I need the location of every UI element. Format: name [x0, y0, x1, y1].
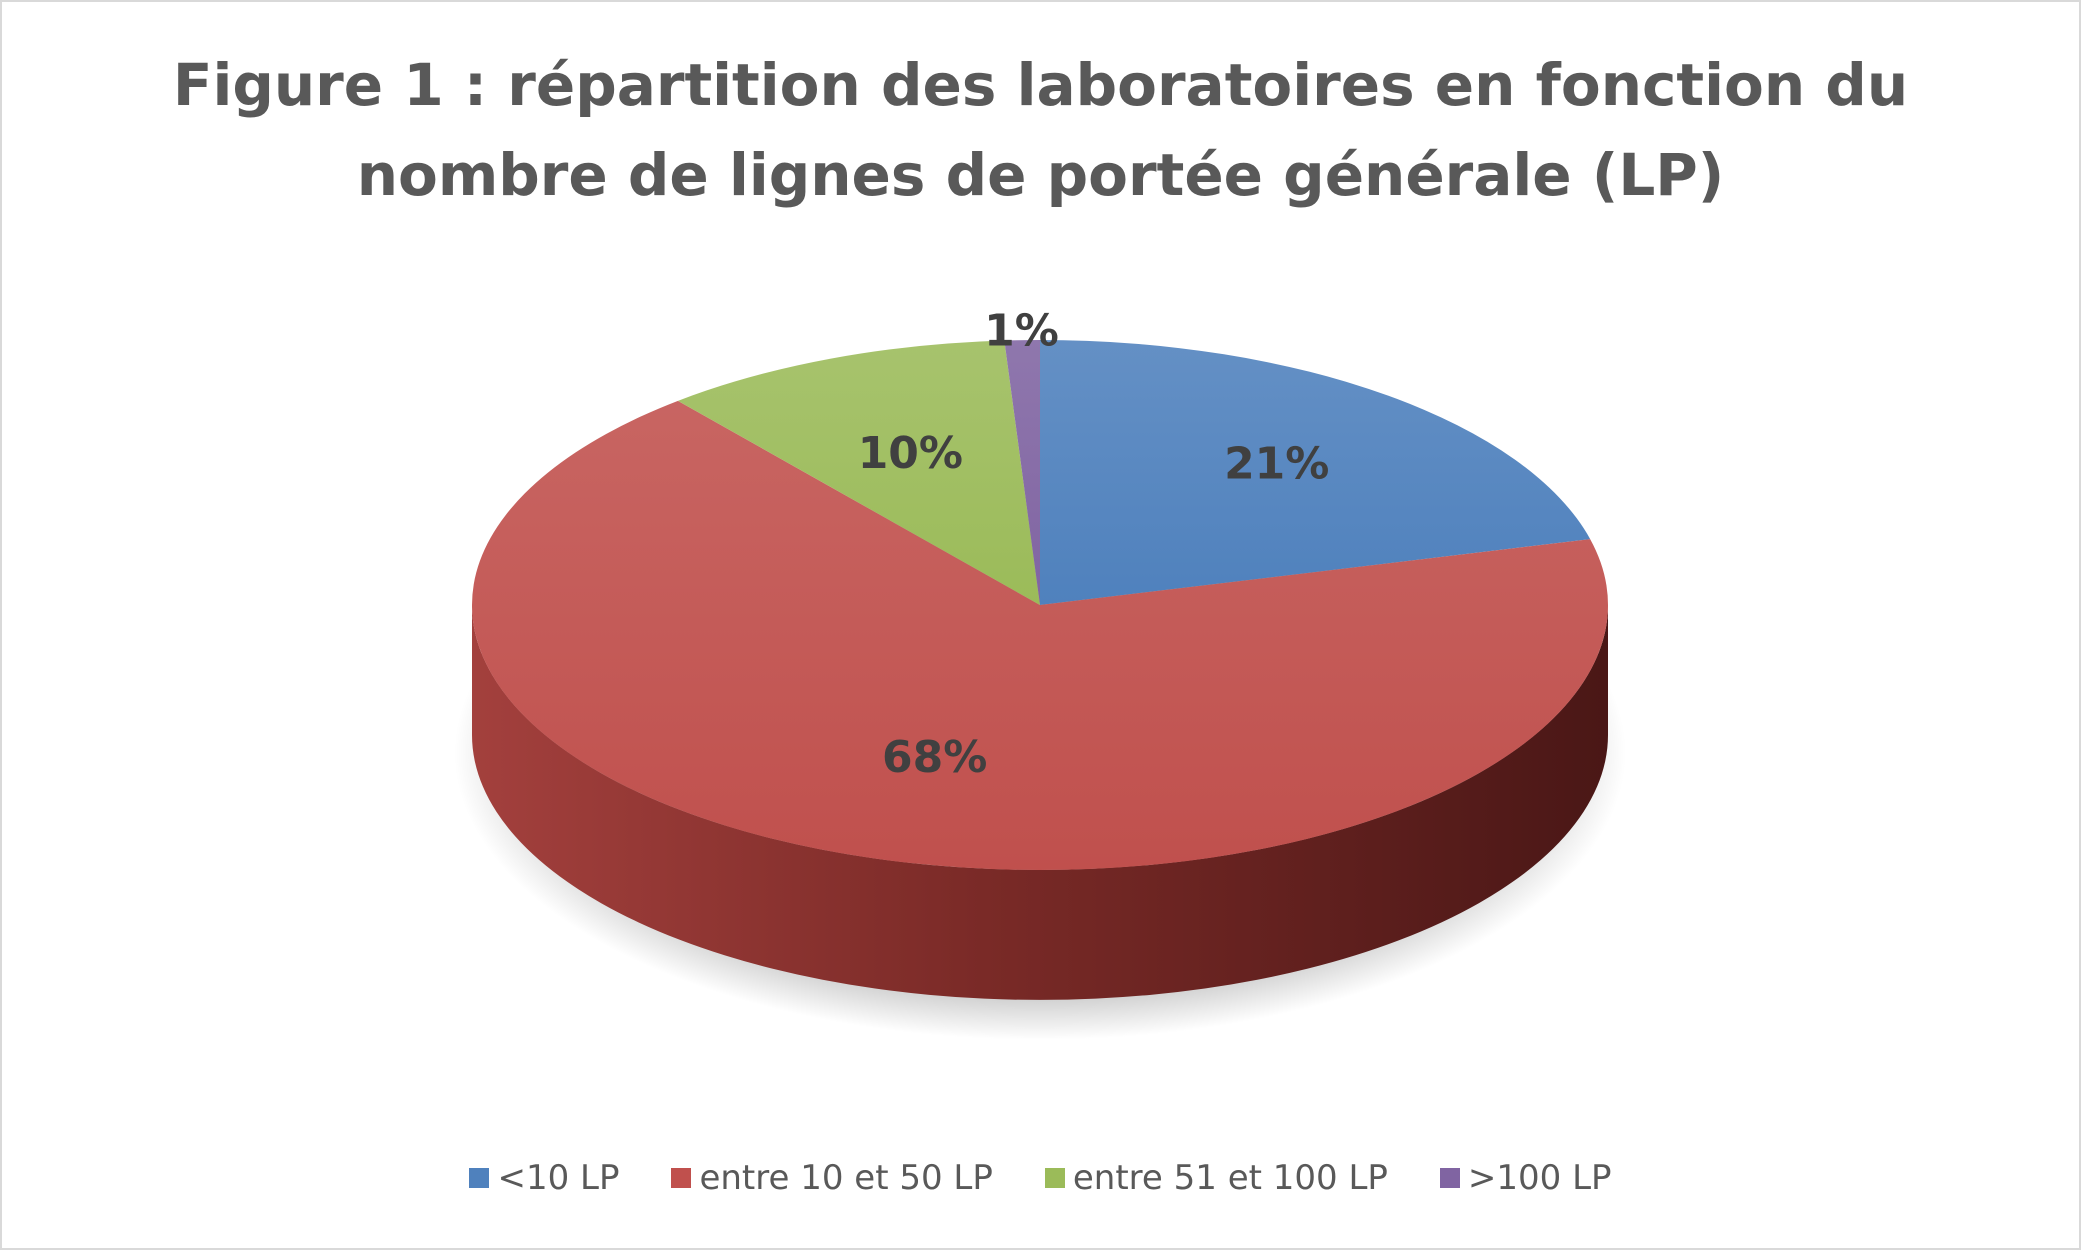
chart-title-line-2: nombre de lignes de portée générale (LP)	[356, 141, 1725, 209]
legend-item-gt100: >100 LP	[1439, 1158, 1612, 1198]
legend-label-lt10: <10 LP	[497, 1158, 620, 1198]
data-label-lt10: 21%	[1224, 439, 1329, 490]
pie-slice-10-50	[472, 400, 1609, 870]
legend-item-51-100: entre 51 et 100 LP	[1044, 1158, 1388, 1198]
pie-layer: 21% 68% 10% 1%	[454, 306, 1626, 1040]
pie-side-wall	[472, 605, 1608, 1000]
legend-swatch-lt10	[469, 1168, 490, 1188]
pie-slice-gt100	[1004, 340, 1040, 605]
legend-label-gt100: >100 LP	[1467, 1158, 1612, 1198]
legend-item-lt10: <10 LP	[469, 1158, 619, 1198]
legend: <10 LP entre 10 et 50 LP entre 51 et 100…	[0, 1158, 2081, 1198]
legend-swatch-10-50	[671, 1168, 692, 1188]
chart-title-line-1: Figure 1 : répartition des laboratoires …	[172, 51, 1909, 119]
chart-title: Figure 1 : répartition des laboratoires …	[0, 40, 2081, 220]
pie-slice-51-100	[677, 340, 1040, 605]
data-label-10-50: 68%	[882, 732, 987, 783]
legend-label-51-100: entre 51 et 100 LP	[1072, 1158, 1388, 1198]
data-label-51-100: 10%	[858, 428, 963, 479]
legend-item-10-50: entre 10 et 50 LP	[671, 1158, 993, 1198]
pie-slice-lt10	[1040, 340, 1591, 605]
legend-swatch-51-100	[1044, 1168, 1065, 1188]
legend-label-10-50: entre 10 et 50 LP	[699, 1158, 993, 1198]
data-label-gt100: 1%	[984, 306, 1059, 357]
legend-swatch-gt100	[1439, 1168, 1460, 1188]
